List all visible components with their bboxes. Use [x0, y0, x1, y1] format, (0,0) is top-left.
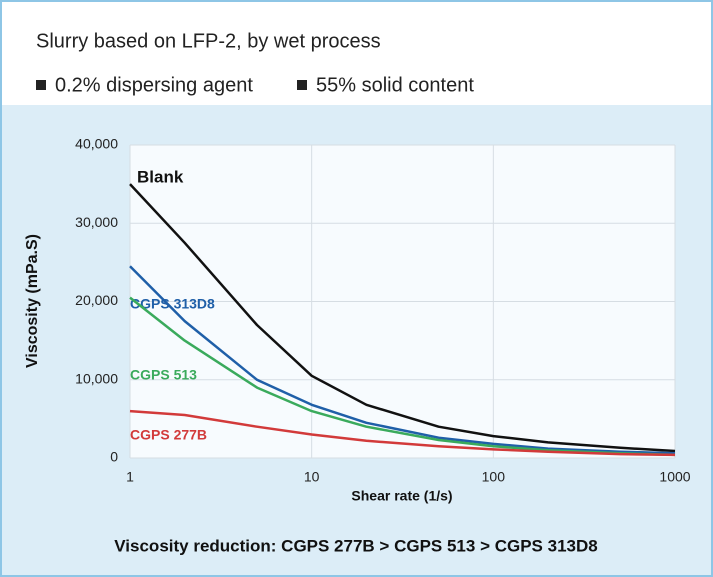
x-tick-label: 10 [304, 469, 320, 485]
bullet [36, 80, 46, 90]
y-axis-label: Viscosity (mPa.S) [24, 234, 41, 368]
y-tick-label: 30,000 [75, 214, 118, 230]
y-tick-label: 10,000 [75, 370, 118, 386]
chart-title: Slurry based on LFP-2, by wet process [36, 30, 381, 52]
header-box [2, 2, 711, 105]
x-tick-label: 1000 [659, 469, 690, 485]
line [129, 183, 676, 453]
caption: Viscosity reduction: CGPS 277B > CGPS 51… [114, 536, 597, 555]
x-axis-label: Shear rate (1/s) [351, 488, 452, 504]
bullet [297, 80, 307, 90]
series-label: CGPS 313D8 [130, 296, 215, 312]
y-tick-label: 20,000 [75, 292, 118, 308]
series-label: CGPS 513 [130, 367, 197, 383]
annotation: 0.2% dispersing agent [55, 74, 253, 96]
x-tick-label: 1 [126, 469, 134, 485]
series-label: CGPS 277B [130, 427, 207, 443]
line [129, 265, 676, 455]
line [129, 409, 676, 457]
series-label: Blank [137, 167, 184, 186]
y-tick-label: 0 [110, 449, 118, 465]
annotation: 55% solid content [316, 74, 474, 96]
x-tick-label: 100 [482, 469, 506, 485]
y-tick-label: 40,000 [75, 136, 118, 152]
